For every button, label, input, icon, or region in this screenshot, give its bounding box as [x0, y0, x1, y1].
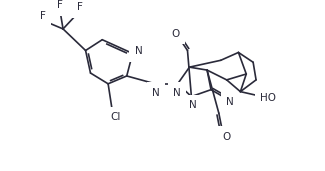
Text: F: F [77, 2, 83, 12]
Text: HO: HO [260, 93, 276, 103]
Text: N: N [173, 88, 181, 98]
Text: N: N [135, 47, 142, 56]
Text: Cl: Cl [111, 112, 121, 122]
Text: F: F [57, 0, 63, 10]
Text: O: O [223, 132, 231, 142]
Text: F: F [40, 11, 46, 21]
Text: N: N [226, 97, 233, 107]
Text: N: N [189, 100, 197, 110]
Text: N: N [152, 88, 160, 98]
Text: O: O [172, 29, 180, 39]
